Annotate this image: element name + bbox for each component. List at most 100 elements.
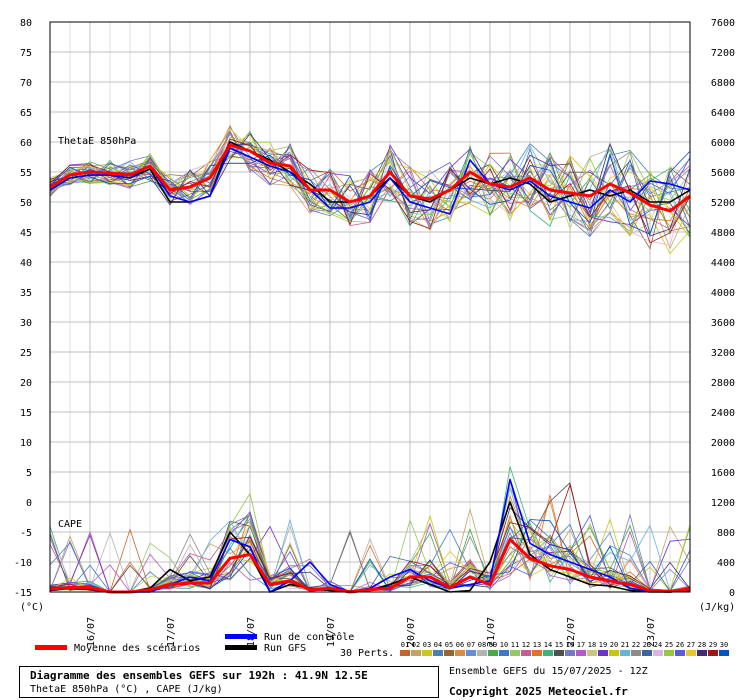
copyright: Copyright 2025 Meteociel.fr — [449, 685, 628, 698]
pert-legend-swatch — [719, 650, 729, 656]
pert-legend-swatch — [686, 650, 696, 656]
y-right-tick-label: 800 — [717, 528, 735, 539]
y-right-tick-label: 1200 — [711, 498, 735, 509]
pert-legend-label: 18 — [588, 641, 596, 649]
x-tick-label: 19/07 — [326, 617, 337, 647]
legend-mean-label: Moyenne des scénarios — [74, 642, 200, 654]
panel-label-thetae: ThetaE 850hPa — [58, 136, 136, 147]
pert-legend-label: 29 — [709, 641, 717, 649]
pert-legend-swatch — [653, 650, 663, 656]
pert-legend-swatch — [466, 650, 476, 656]
pert-legend-label: 10 — [500, 641, 508, 649]
y-left-tick-label: 5 — [26, 468, 32, 479]
pert-legend-swatch — [422, 650, 432, 656]
y-left-tick-label: 75 — [20, 48, 32, 59]
pert-legend-label: 22 — [632, 641, 640, 649]
pert-legend-label: 14 — [544, 641, 552, 649]
pert-legend-swatch — [433, 650, 443, 656]
footer-title-box: Diagramme des ensembles GEFS sur 192h : … — [19, 666, 439, 698]
thetae-mean-line — [49, 143, 691, 213]
cape-mean-line — [49, 538, 691, 594]
pert-legend-swatch — [576, 650, 586, 656]
pert-legend-label: 21 — [621, 641, 629, 649]
thetae-perturbation-line — [49, 150, 691, 235]
y-right-tick-label: 2400 — [711, 408, 735, 419]
pert-legend-label: 08 — [478, 641, 486, 649]
y-left-tick-label: 55 — [20, 168, 32, 179]
y-right-tick-label: 3600 — [711, 318, 735, 329]
main-lines — [49, 141, 691, 594]
y-right-tick-label: 2000 — [711, 438, 735, 449]
pert-legend-swatch — [521, 650, 531, 656]
y-right-tick-label: 5200 — [711, 198, 735, 209]
pert-legend-label: 04 — [434, 641, 442, 649]
pert-legend-swatch — [708, 650, 718, 656]
pert-legend-label: 30 — [720, 641, 728, 649]
run-info: Ensemble GEFS du 15/07/2025 - 12Z — [449, 666, 648, 677]
pert-legend-label: 24 — [654, 641, 662, 649]
y-right-tick-label: 6000 — [711, 138, 735, 149]
plot-frame — [49, 21, 691, 593]
y-right-tick-label: 4000 — [711, 288, 735, 299]
y-left-tick-label: 70 — [20, 78, 32, 89]
axes-layer: 80757065605550454035302520151050-5-10-15… — [14, 18, 735, 647]
pert-legend-swatch — [598, 650, 608, 656]
pert-legend-swatch — [609, 650, 619, 656]
y-left-tick-label: 15 — [20, 408, 32, 419]
pert-legend-label: 01 — [401, 641, 409, 649]
x-tick-label: 17/07 — [166, 617, 177, 647]
legend-mean-swatch — [35, 645, 67, 650]
pert-legend-swatch — [444, 650, 454, 656]
pert-legend-swatch — [554, 650, 564, 656]
y-right-tick-label: 4800 — [711, 228, 735, 239]
x-tick-label: 21/07 — [486, 617, 497, 647]
y-right-tick-label: 1600 — [711, 468, 735, 479]
legend-control-label: Run de contrôle — [264, 631, 354, 643]
pert-legend-swatch — [532, 650, 542, 656]
x-tick-label: 20/07 — [406, 617, 417, 647]
y-left-tick-label: 80 — [20, 18, 32, 29]
pert-legend-swatch — [587, 650, 597, 656]
pert-legend-label: 17 — [577, 641, 585, 649]
y-left-tick-label: 10 — [20, 438, 32, 449]
pert-legend-swatch — [697, 650, 707, 656]
pert-legend-swatch — [675, 650, 685, 656]
pert-legend-label: 03 — [423, 641, 431, 649]
y-right-tick-label: 7600 — [711, 18, 735, 29]
pert-legend-swatch — [620, 650, 630, 656]
legend-gfs-label: Run GFS — [264, 643, 306, 654]
pert-legend-swatch — [400, 650, 410, 656]
chart-title: Diagramme des ensembles GEFS sur 192h : … — [30, 669, 368, 682]
pert-legend-swatch — [488, 650, 498, 656]
y-left-tick-label: 50 — [20, 198, 32, 209]
pert-legend-label: 28 — [698, 641, 706, 649]
legend-perts-label: 30 Perts. — [340, 648, 394, 659]
pert-legend-label: 13 — [533, 641, 541, 649]
pert-legend-label: 11 — [511, 641, 519, 649]
pert-legend-swatch — [510, 650, 520, 656]
pert-legend-label: 15 — [555, 641, 563, 649]
pert-legend-swatch — [642, 650, 652, 656]
pert-legend-label: 23 — [643, 641, 651, 649]
pert-legend-label: 27 — [687, 641, 695, 649]
y-left-tick-label: 35 — [20, 288, 32, 299]
legend-gfs-swatch — [225, 645, 257, 650]
thetae-perturbation-line — [49, 133, 691, 238]
y-left-unit: (°C) — [20, 602, 44, 613]
y-left-tick-label: -10 — [14, 558, 32, 569]
x-tick-label: 22/07 — [566, 617, 577, 647]
y-right-tick-label: 6800 — [711, 78, 735, 89]
y-right-tick-label: 0 — [729, 588, 735, 599]
pert-legend-swatch — [499, 650, 509, 656]
pert-legend-swatch — [477, 650, 487, 656]
y-right-tick-label: 4400 — [711, 258, 735, 269]
thetae-perturbation-line — [49, 136, 691, 223]
x-tick-label: 18/07 — [246, 617, 257, 647]
y-right-tick-label: 400 — [717, 558, 735, 569]
x-tick-label: 23/07 — [646, 617, 657, 647]
pert-legend-swatch — [411, 650, 421, 656]
y-right-tick-label: 7200 — [711, 48, 735, 59]
legend-control-swatch — [225, 634, 257, 639]
legend: Moyenne des scénarios Run de contrôle Ru… — [35, 631, 729, 659]
